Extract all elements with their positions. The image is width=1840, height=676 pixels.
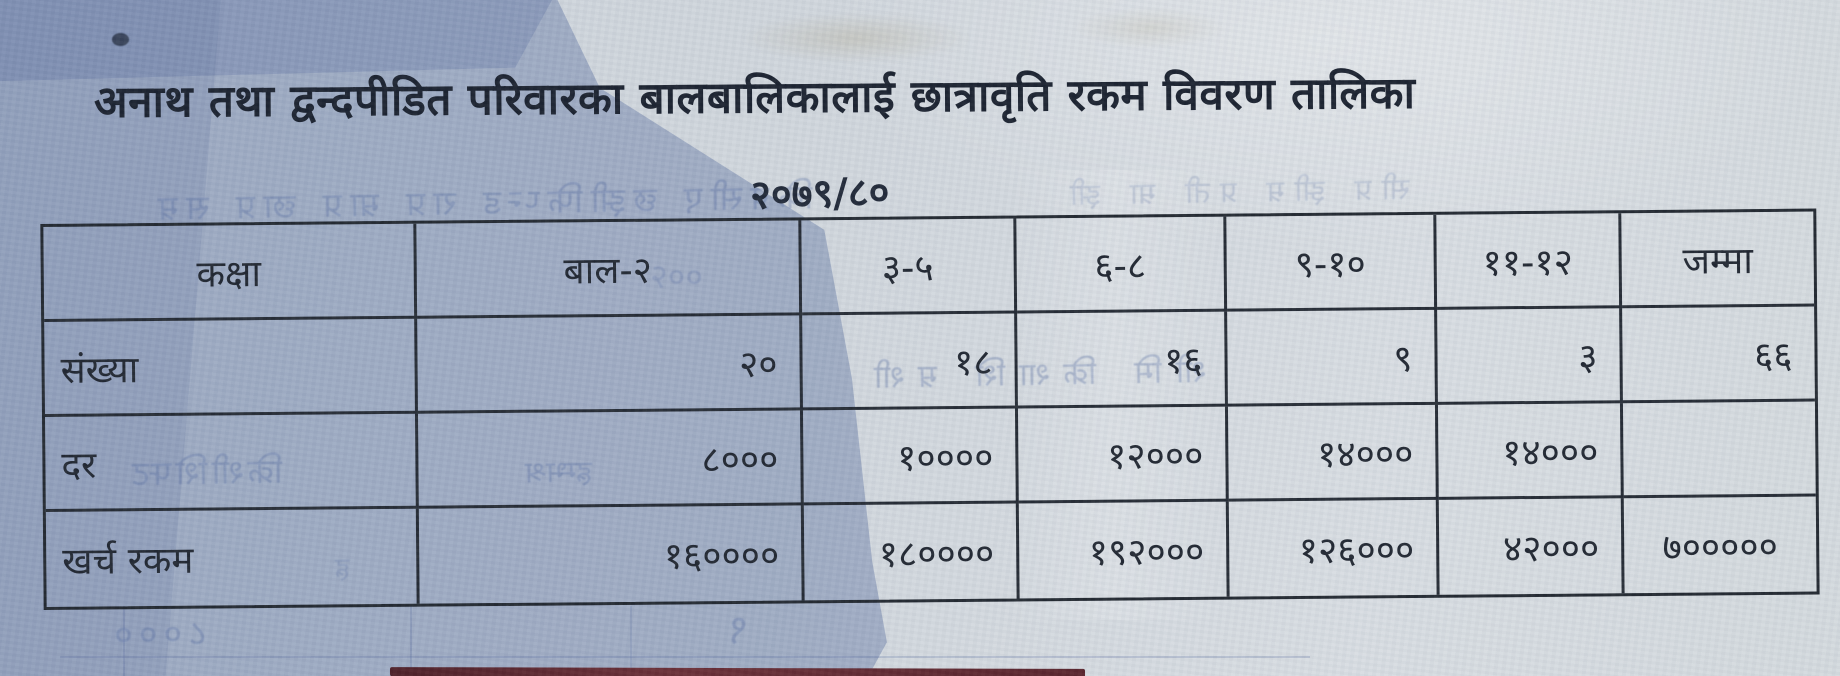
row-label-rate: दर [44,413,419,512]
table-cell: ४२००० [1438,498,1625,595]
bottom-edge-stripe [389,667,1086,676]
ghost-grid-line [630,606,632,676]
ghost-grid-line [60,656,1310,658]
table-cell: १८ [802,313,1018,411]
row-label-expense: खर्च रकम [45,508,420,607]
ink-dot-artifact [112,33,129,46]
table-cell: ९ [1227,309,1438,407]
column-header-11-12: ११-१२ [1436,213,1623,310]
scholarship-table: कक्षा बाल-२ ३-५ ६-८ ९-१० ११-१२ जम्मा संख… [40,208,1820,610]
column-header-class: कक्षा [43,223,418,322]
table-cell: १९२००० [1018,501,1230,599]
ghost-grid-line [410,606,412,676]
stamp-bleed-artifact [1040,0,1260,56]
table-cell: १२६००० [1228,499,1440,597]
table-cell: ३ [1437,308,1623,405]
column-header-9-10: ९-१० [1226,214,1438,312]
table-cell: १०००० [802,408,1019,506]
table-cell: १६ [1017,311,1228,409]
table-cell-total-count: ६६ [1622,306,1815,404]
table-cell-empty [1622,401,1816,499]
table-cell: १२००० [1017,406,1229,504]
ghost-grid-line [123,606,125,676]
row-label-count: संख्या [44,318,418,417]
table-cell: २० [417,315,803,414]
column-header-total: जम्मा [1621,211,1815,309]
column-header-bal-2: बाल-२ [416,220,803,319]
bleed-through-text: सीप्र झीम्र प्रती म्रा झी [1059,171,1411,214]
table-cell-total-expense: ७००००० [1662,524,1779,569]
table-cell: ८००० [417,410,804,509]
column-header-6-8: ६-८ [1016,216,1228,314]
document-title: अनाथ तथा द्वन्दपीडित परिवारका बालबालिकाल… [93,67,1416,128]
table-cell: १४००० [1227,404,1439,502]
column-header-3-5: ३-५ [801,218,1018,316]
table-cell: १८०००० [803,503,1020,601]
bleed-through-text: ९ [727,606,750,654]
table-cell: १६०००० [418,505,805,604]
bleed-through-text: ८००० [107,613,208,656]
table-cell: १४००० [1437,403,1624,500]
fiscal-year: २०७९/८० [749,169,890,219]
